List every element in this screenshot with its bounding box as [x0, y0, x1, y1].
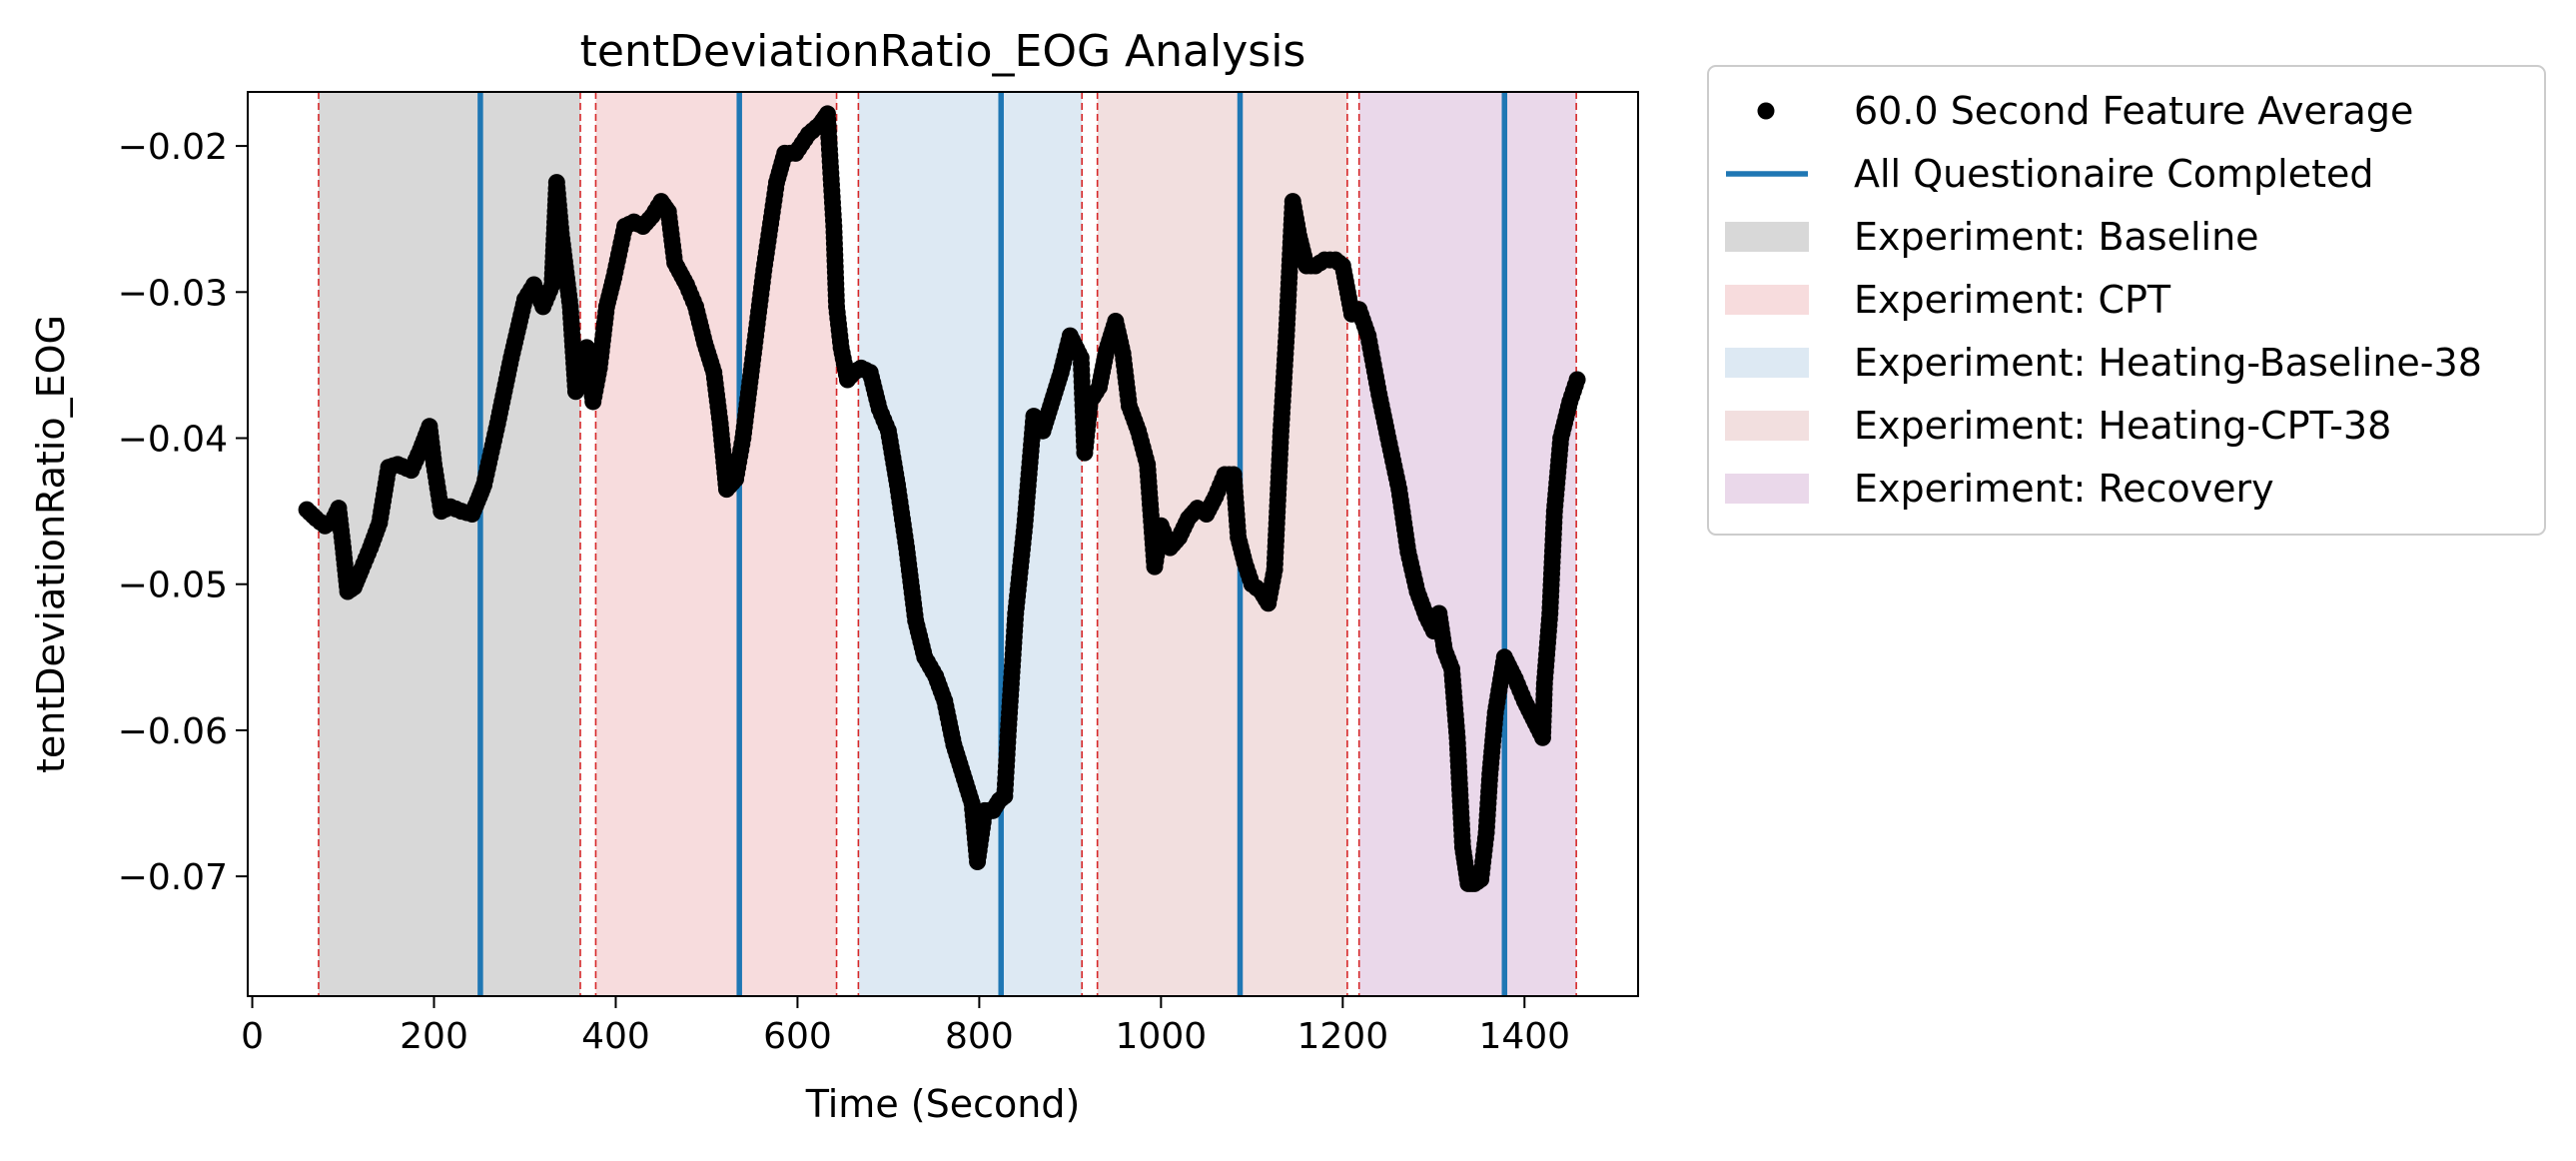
legend-marker — [1757, 102, 1775, 120]
phase-bands — [318, 92, 1577, 996]
legend-patch — [1725, 411, 1809, 441]
x-tick-label: 200 — [400, 1016, 468, 1057]
phase-band — [318, 92, 580, 996]
y-tick-label: −0.06 — [118, 711, 228, 752]
plot-area-frame — [247, 91, 1639, 997]
legend-patch — [1725, 474, 1809, 504]
x-axis-ticks: 0 200 400 600 800 1000 1200 1400 — [241, 996, 1570, 1057]
legend-patch — [1725, 285, 1809, 315]
x-tick-label: 0 — [241, 1016, 264, 1057]
legend-patch — [1725, 222, 1809, 252]
legend-label: 60.0 Second Feature Average — [1854, 89, 2413, 133]
x-tick-label: 800 — [945, 1016, 1014, 1057]
phase-band — [595, 92, 837, 996]
legend-box — [1707, 65, 2546, 536]
x-tick-label: 1400 — [1478, 1016, 1570, 1057]
x-axis-label: Time (Second) — [805, 1082, 1081, 1126]
y-tick-label: −0.07 — [118, 857, 228, 898]
x-tick-label: 400 — [581, 1016, 650, 1057]
questionnaire-lines — [477, 92, 1508, 996]
y-axis-label: tentDeviationRatio_EOG — [29, 315, 73, 773]
y-tick-label: −0.04 — [118, 420, 228, 461]
series-points — [298, 105, 1586, 892]
data-point — [1568, 371, 1586, 389]
x-tick-label: 1200 — [1297, 1016, 1389, 1057]
chart-title: tentDeviationRatio_EOG Analysis — [580, 26, 1306, 77]
y-tick-label: −0.03 — [118, 273, 228, 314]
legend-label: Experiment: Heating-CPT-38 — [1854, 404, 2391, 448]
legend-label: All Questionaire Completed — [1854, 152, 2374, 196]
legend-label: Experiment: Heating-Baseline-38 — [1854, 341, 2482, 385]
y-tick-label: −0.05 — [118, 566, 228, 606]
legend-patch — [1725, 348, 1809, 378]
phase-band — [1097, 92, 1347, 996]
x-tick-label: 600 — [763, 1016, 832, 1057]
legend: 60.0 Second Feature Average All Questiona… — [1707, 65, 2546, 536]
phase-boundaries — [318, 92, 1577, 996]
y-axis-ticks: −0.07 −0.06 −0.05 −0.04 −0.03 −0.02 — [118, 127, 248, 898]
legend-label: Experiment: Recovery — [1854, 467, 2274, 511]
legend-label: Experiment: Baseline — [1854, 215, 2259, 259]
legend-label: Experiment: CPT — [1854, 278, 2171, 322]
y-tick-label: −0.02 — [118, 127, 228, 168]
x-tick-label: 1000 — [1116, 1016, 1208, 1057]
